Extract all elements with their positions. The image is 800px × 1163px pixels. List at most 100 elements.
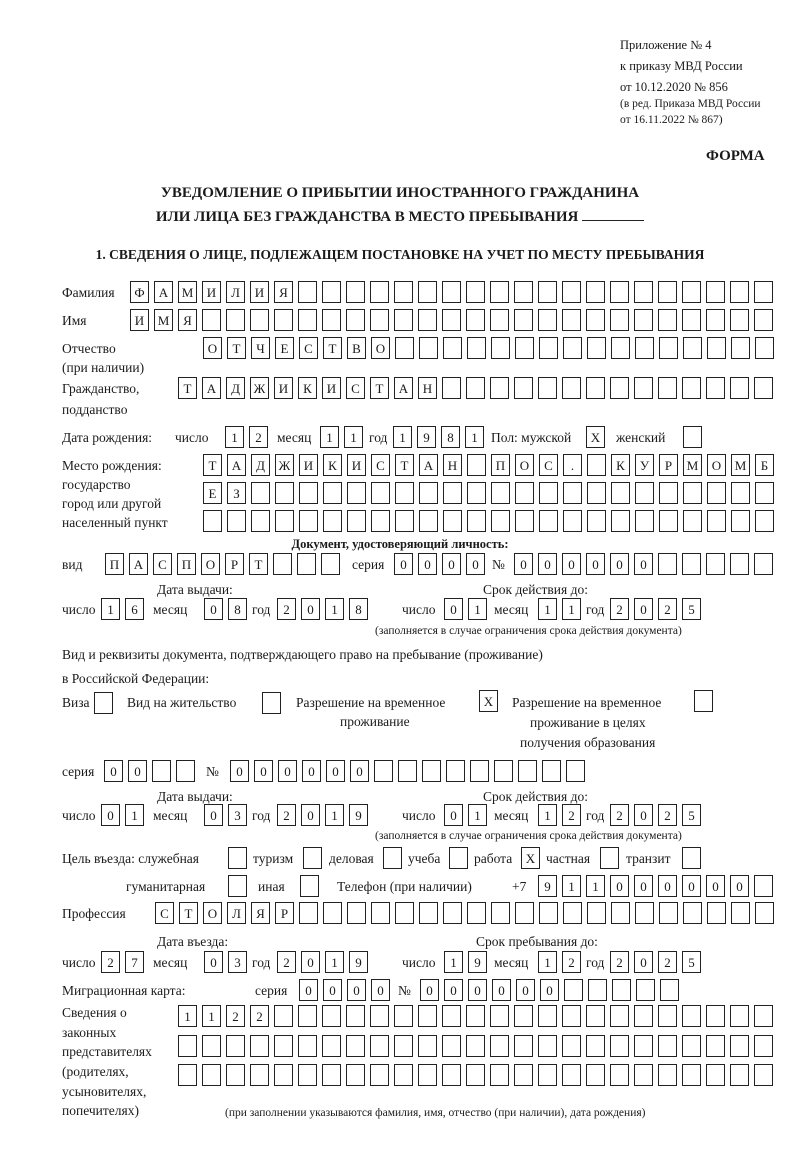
char-cell[interactable] [299,510,318,532]
char-cell[interactable] [346,1035,365,1057]
char-cell[interactable] [394,281,413,303]
char-cell[interactable]: П [177,553,196,575]
char-cell[interactable] [395,510,414,532]
char-cell[interactable]: 8 [349,598,368,620]
char-cell[interactable]: О [201,553,220,575]
char-cell[interactable]: 0 [394,553,413,575]
char-cell[interactable] [731,337,750,359]
char-cell[interactable] [635,337,654,359]
char-cell[interactable] [443,510,462,532]
char-cell[interactable] [587,337,606,359]
char-cell[interactable] [682,1035,701,1057]
char-cell[interactable] [202,1035,221,1057]
char-cell[interactable] [494,760,513,782]
char-cell[interactable] [611,482,630,504]
char-cell[interactable]: Р [225,553,244,575]
char-cell[interactable] [539,902,558,924]
char-cell[interactable]: 0 [371,979,390,1001]
char-cell[interactable]: 1 [101,598,120,620]
checkbox[interactable]: X [479,690,498,712]
char-cell[interactable]: А [129,553,148,575]
char-cell[interactable] [322,1064,341,1086]
char-cell[interactable] [754,1005,773,1027]
char-cell[interactable] [250,1064,269,1086]
char-cell[interactable]: И [250,281,269,303]
char-cell[interactable] [706,281,725,303]
char-cell[interactable] [274,1064,293,1086]
char-cell[interactable] [422,760,441,782]
char-cell[interactable] [346,281,365,303]
char-cell[interactable] [298,1035,317,1057]
char-cell[interactable] [250,309,269,331]
char-cell[interactable]: О [515,454,534,476]
char-cell[interactable] [273,553,292,575]
char-cell[interactable] [298,281,317,303]
char-cell[interactable]: 0 [104,760,123,782]
char-cell[interactable]: 2 [101,951,120,973]
char-cell[interactable] [514,1064,533,1086]
char-cell[interactable]: 1 [562,875,581,897]
char-cell[interactable]: Е [203,482,222,504]
char-cell[interactable]: 0 [444,979,463,1001]
char-cell[interactable] [610,377,629,399]
char-cell[interactable] [636,979,655,1001]
char-cell[interactable]: 1 [465,426,484,448]
char-cell[interactable] [490,281,509,303]
char-cell[interactable]: 0 [634,875,653,897]
char-cell[interactable] [706,377,725,399]
char-cell[interactable]: Т [323,337,342,359]
char-cell[interactable] [515,337,534,359]
char-cell[interactable]: Д [226,377,245,399]
char-cell[interactable]: 0 [323,979,342,1001]
char-cell[interactable]: 0 [540,979,559,1001]
char-cell[interactable] [731,482,750,504]
char-cell[interactable] [514,309,533,331]
char-cell[interactable]: Я [274,281,293,303]
char-cell[interactable] [587,902,606,924]
char-cell[interactable] [610,1005,629,1027]
char-cell[interactable] [660,979,679,1001]
char-cell[interactable] [298,1064,317,1086]
char-cell[interactable]: 2 [610,598,629,620]
char-cell[interactable]: С [153,553,172,575]
char-cell[interactable] [419,482,438,504]
char-cell[interactable] [371,510,390,532]
char-cell[interactable]: 1 [225,426,244,448]
char-cell[interactable]: П [105,553,124,575]
char-cell[interactable] [563,510,582,532]
char-cell[interactable] [467,902,486,924]
char-cell[interactable] [586,309,605,331]
char-cell[interactable] [730,309,749,331]
char-cell[interactable]: А [394,377,413,399]
char-cell[interactable]: С [539,454,558,476]
char-cell[interactable] [514,281,533,303]
char-cell[interactable] [275,510,294,532]
char-cell[interactable] [706,1035,725,1057]
char-cell[interactable]: Т [227,337,246,359]
char-cell[interactable] [634,1064,653,1086]
char-cell[interactable] [370,1064,389,1086]
char-cell[interactable] [659,337,678,359]
char-cell[interactable] [322,281,341,303]
char-cell[interactable]: М [683,454,702,476]
char-cell[interactable] [634,377,653,399]
char-cell[interactable]: 1 [538,804,557,826]
char-cell[interactable] [658,309,677,331]
char-cell[interactable]: И [274,377,293,399]
char-cell[interactable]: 0 [101,804,120,826]
char-cell[interactable] [419,337,438,359]
char-cell[interactable] [731,510,750,532]
char-cell[interactable] [538,281,557,303]
char-cell[interactable] [322,1035,341,1057]
char-cell[interactable] [658,281,677,303]
char-cell[interactable]: О [203,902,222,924]
char-cell[interactable] [588,979,607,1001]
char-cell[interactable] [274,309,293,331]
char-cell[interactable] [730,377,749,399]
char-cell[interactable] [226,1035,245,1057]
char-cell[interactable] [442,1035,461,1057]
char-cell[interactable] [587,454,606,476]
char-cell[interactable] [347,902,366,924]
char-cell[interactable] [610,309,629,331]
char-cell[interactable] [226,1064,245,1086]
